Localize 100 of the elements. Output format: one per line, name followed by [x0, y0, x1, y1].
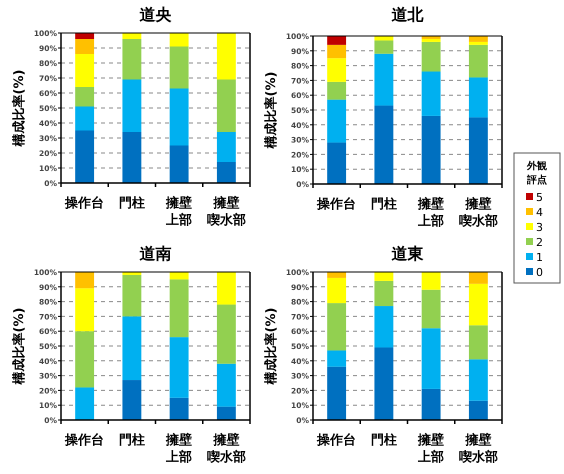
bar: [170, 337, 189, 398]
y-axis-title: 構成比率(%): [11, 308, 27, 386]
chart-title: 道北: [392, 5, 424, 24]
x-tick-label: 擁壁喫水部: [206, 432, 246, 465]
x-tick-label: 操作台: [316, 196, 356, 212]
x-tick-label: 操作台: [64, 195, 104, 211]
bar: [374, 347, 394, 420]
bar: [170, 279, 189, 338]
x-tick-label: 擁壁喫水部: [458, 196, 498, 229]
bar: [75, 39, 94, 54]
bar: [374, 306, 394, 348]
chart-title: 道南: [140, 244, 172, 263]
bar: [75, 54, 94, 87]
bar: [75, 387, 94, 420]
bar: [170, 88, 189, 146]
bar: [75, 130, 94, 183]
y-axis-title: 構成比率(%): [263, 308, 279, 386]
bar: [374, 36, 394, 40]
bar: [468, 44, 488, 78]
bar: [468, 42, 488, 45]
bar: [216, 132, 236, 162]
bar: [327, 278, 346, 304]
bar: [374, 272, 394, 281]
y-axis-title: 構成比率(%): [263, 72, 279, 150]
bar: [468, 77, 488, 118]
bar: [122, 132, 142, 183]
bar: [170, 146, 189, 183]
x-tick-label: 門柱: [370, 433, 397, 448]
x-tick-label: 操作台: [316, 432, 356, 448]
bar: [374, 280, 394, 306]
bar: [75, 272, 94, 288]
bar: [216, 406, 236, 420]
bar: [327, 100, 346, 143]
bar: [422, 328, 441, 389]
bar: [468, 359, 488, 401]
bar: [122, 274, 142, 316]
bar: [327, 303, 346, 350]
bar: [216, 80, 236, 132]
bar: [327, 142, 346, 184]
bar: [327, 366, 346, 420]
x-tick-label: 擁壁喫水部: [206, 195, 246, 228]
legend-label: 1: [536, 251, 543, 264]
bar: [216, 162, 236, 183]
x-tick-label: 擁壁上部: [417, 432, 444, 465]
bar: [374, 40, 394, 54]
bar: [122, 33, 142, 39]
bar: [170, 398, 189, 420]
bar: [170, 33, 189, 46]
bar: [216, 304, 236, 364]
bar: [75, 288, 94, 332]
bar: [468, 400, 488, 420]
bar: [75, 331, 94, 388]
bar: [422, 38, 441, 42]
bar: [327, 58, 346, 82]
bar: [122, 39, 142, 80]
x-tick-label: 擁壁上部: [165, 195, 192, 228]
chart-title: 道東: [392, 244, 424, 263]
bar: [422, 72, 441, 116]
bar: [216, 364, 236, 407]
bar: [374, 54, 394, 106]
legend-label: 2: [536, 236, 543, 249]
x-tick-label: 操作台: [64, 432, 104, 448]
bar: [422, 116, 441, 184]
bar: [216, 33, 236, 80]
bar: [422, 388, 441, 420]
bar: [75, 87, 94, 106]
x-tick-label: 擁壁上部: [417, 196, 444, 229]
x-tick-label: 擁壁上部: [165, 432, 192, 465]
bar: [327, 82, 346, 100]
bar: [468, 36, 488, 42]
bar: [122, 80, 142, 132]
bar: [327, 44, 346, 58]
legend-label: 5: [536, 191, 543, 204]
x-tick-label: 擁壁喫水部: [458, 432, 498, 465]
bar: [422, 272, 441, 290]
bar: [122, 316, 142, 380]
bar: [468, 272, 488, 284]
bar: [327, 36, 346, 45]
legend-label: 0: [536, 266, 543, 279]
y-axis-title: 構成比率(%): [11, 70, 27, 148]
chart-title: 道央: [140, 5, 172, 24]
legend-title: 外観評点: [526, 160, 547, 186]
x-tick-label: 門柱: [118, 196, 145, 211]
bar: [170, 46, 189, 88]
legend-label: 4: [536, 206, 543, 219]
legend-label: 3: [536, 221, 543, 234]
x-tick-label: 門柱: [370, 197, 397, 212]
x-tick-label: 門柱: [118, 433, 145, 448]
bar: [422, 42, 441, 72]
bar: [327, 272, 346, 278]
bar: [170, 272, 189, 280]
bar: [374, 106, 394, 184]
bar: [468, 325, 488, 360]
bar: [327, 350, 346, 367]
bar: [122, 380, 142, 420]
bar: [75, 33, 94, 39]
bar: [75, 106, 94, 130]
bar: [216, 272, 236, 305]
bar: [422, 290, 441, 328]
bar: [468, 117, 488, 184]
